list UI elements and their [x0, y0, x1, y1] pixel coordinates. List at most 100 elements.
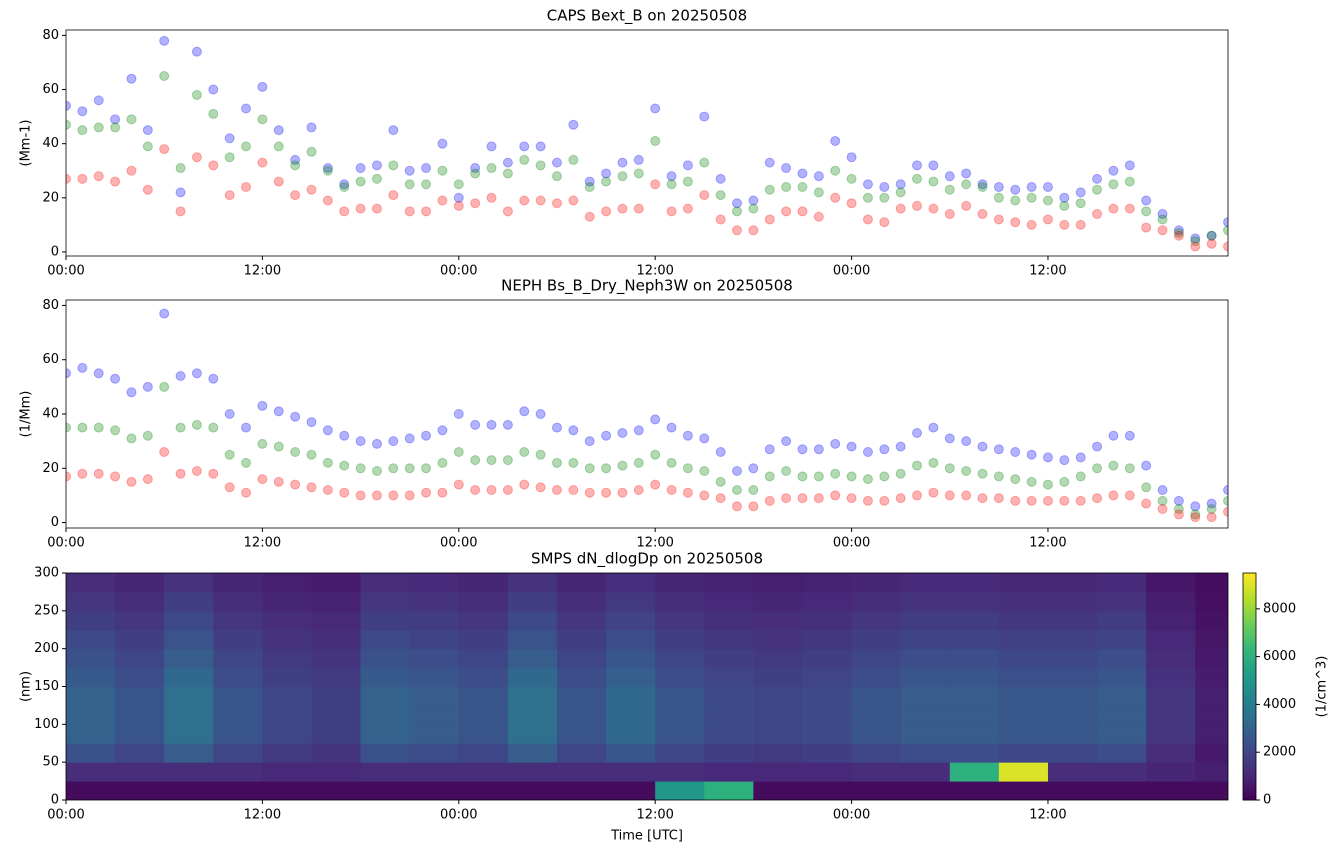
- point: [355, 176, 366, 187]
- x-tick-label: 00:00: [47, 536, 84, 551]
- heat-cell: [606, 629, 656, 650]
- colorbar-step: [1243, 672, 1256, 676]
- point: [551, 485, 562, 495]
- heat-cell: [900, 686, 951, 706]
- colorbar-step: [1243, 613, 1256, 617]
- y-tick-label: 50: [42, 755, 59, 770]
- point: [77, 468, 88, 479]
- heat-cell: [556, 705, 607, 725]
- point: [1157, 209, 1168, 220]
- point: [912, 173, 923, 184]
- point: [208, 84, 219, 95]
- point: [224, 409, 235, 419]
- point: [912, 428, 923, 438]
- point: [437, 457, 448, 468]
- point: [601, 206, 612, 217]
- point: [862, 474, 873, 485]
- heat-cell: [802, 743, 853, 763]
- heat-cell: [409, 648, 460, 669]
- heat-cell: [802, 591, 853, 612]
- heat-cell: [66, 762, 116, 782]
- point: [388, 160, 399, 171]
- point: [273, 176, 284, 187]
- point: [813, 444, 824, 455]
- heat-cell: [262, 743, 312, 763]
- colorbar-step: [1243, 734, 1256, 737]
- heat-cell: [998, 667, 1049, 687]
- heat-cell: [851, 648, 902, 669]
- point: [813, 187, 824, 198]
- point: [1173, 495, 1184, 506]
- point: [551, 198, 562, 209]
- heat-cell: [556, 629, 607, 650]
- heat-cell: [753, 705, 803, 725]
- point: [322, 195, 333, 206]
- point: [781, 493, 792, 504]
- heat-cell: [409, 743, 460, 763]
- point: [355, 203, 366, 214]
- colorbar-step: [1243, 750, 1256, 753]
- y-tick-label: 40: [42, 407, 59, 422]
- point: [241, 181, 252, 192]
- point: [748, 463, 759, 474]
- chart-title: SMPS dN_dlogDp on 20250508: [531, 550, 763, 569]
- heat-cell: [949, 762, 1000, 782]
- heat-cell: [900, 724, 951, 744]
- heat-cell: [655, 705, 705, 725]
- point: [715, 214, 726, 225]
- point: [126, 73, 137, 84]
- heat-cell: [1195, 610, 1228, 631]
- heat-cell: [507, 573, 558, 593]
- heat-cell: [655, 667, 705, 687]
- colorbar-step: [1243, 784, 1256, 787]
- heat-cell: [164, 629, 214, 650]
- point: [961, 200, 972, 211]
- x-tick-label: 00:00: [440, 808, 477, 823]
- colorbar-step: [1243, 756, 1256, 760]
- heat-cell: [66, 573, 116, 593]
- heat-cell: [753, 591, 803, 612]
- colorbar-step: [1243, 722, 1256, 726]
- point: [928, 160, 939, 171]
- colorbar-step: [1243, 781, 1256, 785]
- point: [273, 441, 284, 452]
- point: [437, 487, 448, 498]
- point: [699, 433, 710, 444]
- heat-cell: [900, 743, 951, 763]
- heat-cell: [66, 724, 116, 744]
- point: [1206, 498, 1217, 509]
- point: [241, 422, 252, 433]
- heat-cell: [115, 781, 165, 800]
- point: [944, 463, 955, 474]
- heat-cell: [458, 743, 509, 763]
- point: [1092, 463, 1103, 474]
- point: [1075, 187, 1086, 198]
- point: [93, 368, 104, 379]
- point: [732, 206, 743, 217]
- colorbar-step: [1243, 641, 1256, 644]
- x-tick-label: 00:00: [47, 264, 84, 279]
- heat-cell: [458, 686, 509, 706]
- heat-cell: [1097, 724, 1147, 744]
- colorbar-step: [1243, 716, 1256, 719]
- heat-cell: [1195, 591, 1228, 612]
- point: [1010, 474, 1021, 485]
- heat-cell: [655, 629, 705, 650]
- point: [912, 200, 923, 211]
- point: [388, 490, 399, 501]
- point: [895, 203, 906, 214]
- heat-cell: [262, 648, 312, 669]
- colorbar-label: (1/cm^3): [1315, 656, 1330, 718]
- point: [1059, 455, 1070, 466]
- point: [470, 455, 481, 466]
- point: [1026, 181, 1037, 192]
- point: [568, 195, 579, 206]
- heat-cell: [66, 667, 116, 687]
- point: [142, 381, 153, 392]
- colorbar-step: [1243, 793, 1256, 796]
- point: [224, 482, 235, 493]
- point: [224, 449, 235, 460]
- colorbar-step: [1243, 618, 1256, 622]
- point: [912, 160, 923, 171]
